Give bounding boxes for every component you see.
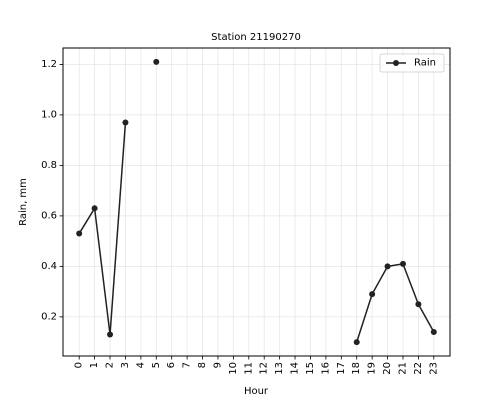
x-axis-ticks: 0 1 2 3 4 5 6 7 8 9 10 11 12 13 14 15 16 17 18 19 20 21 22 23 [74, 356, 439, 375]
x-tick-label: 21 [397, 362, 408, 375]
x-tick-label: 11 [243, 362, 254, 375]
legend-marker [393, 60, 399, 66]
rain-series-line [356, 263, 435, 343]
x-tick-label: 22 [413, 362, 424, 375]
plot-frame [62, 47, 451, 357]
legend-label: Rain [414, 58, 436, 69]
x-tick-label: 9 [212, 362, 223, 368]
x-tick-label: 16 [320, 362, 331, 375]
x-tick-label: 2 [105, 362, 116, 368]
rain-data-point [76, 230, 83, 237]
y-axis-label: Rain, mm [18, 178, 29, 226]
x-tick-label: 19 [367, 362, 378, 375]
x-tick-label: 17 [336, 362, 347, 375]
rain-data-point [91, 205, 98, 212]
x-tick-label: 18 [351, 362, 362, 375]
y-tick-label: 0.8 [41, 160, 57, 171]
rain-data-point [122, 119, 129, 126]
x-tick-label: 5 [151, 362, 162, 368]
x-tick-label: 13 [274, 362, 285, 375]
x-tick-label: 7 [182, 362, 193, 368]
x-tick-label: 15 [305, 362, 316, 375]
rain-data-point [399, 260, 406, 267]
rain-data-point [153, 58, 160, 65]
x-tick-label: 23 [428, 362, 439, 375]
rain-data-point [369, 291, 376, 298]
x-tick-label: 10 [228, 362, 239, 375]
rain-data-point [430, 329, 437, 336]
chart-title: Station 21190270 [211, 32, 301, 43]
x-tick-label: 20 [382, 362, 393, 375]
x-tick-label: 12 [259, 362, 270, 375]
x-tick-label: 0 [74, 362, 85, 368]
rain-series-line [78, 122, 127, 336]
x-tick-label: 14 [290, 362, 301, 375]
rain-data-point [415, 301, 422, 308]
y-tick-label: 1.0 [41, 109, 57, 120]
y-axis-ticks: 0.2 0.4 0.6 0.8 1.0 1.2 [41, 59, 63, 322]
rain-data-point [353, 339, 360, 346]
rain-data-point [107, 331, 114, 338]
rain-data-point [384, 263, 391, 270]
y-tick-label: 1.2 [41, 59, 57, 70]
x-tick-label: 3 [120, 362, 131, 368]
grid [63, 48, 450, 356]
legend: Rain [379, 53, 445, 73]
y-tick-label: 0.6 [41, 210, 57, 221]
x-tick-label: 1 [89, 362, 100, 368]
y-tick-label: 0.4 [41, 261, 57, 272]
x-tick-label: 8 [197, 362, 208, 368]
legend-box [379, 53, 445, 73]
y-tick-label: 0.2 [41, 311, 57, 322]
series-layer [76, 58, 437, 346]
x-tick-label: 6 [166, 362, 177, 368]
x-tick-label: 4 [135, 362, 146, 368]
x-axis-label: Hour [244, 386, 269, 397]
